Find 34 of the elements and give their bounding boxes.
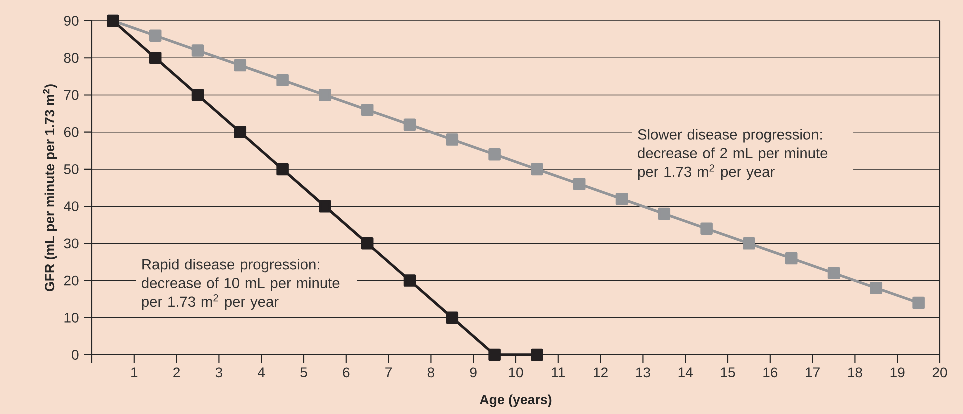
x-tick-label: 12 [594, 368, 608, 378]
x-tick-label: 16 [764, 368, 778, 378]
x-tick-label: 8 [428, 368, 434, 378]
y-tick-label: 60 [64, 127, 79, 138]
annotation: Rapid disease progression: decrease of 10 mL per minute per 1.73 m$^{2}$ per year [142, 258, 340, 310]
y-tick-label: 50 [64, 164, 79, 174]
x-tick-label: 5 [300, 368, 308, 378]
annotation: Slower disease progression: decrease of 2 mL per minute per 1.73 m$^{2}$ per year [638, 129, 828, 180]
x-tick-label: 17 [806, 368, 820, 378]
x-axis-title: Age (years) [480, 394, 552, 408]
y-tick-label: 80 [64, 53, 79, 64]
y-axis-title: GFR (mL per minute per 1.73 m$^{2}$) [43, 84, 58, 292]
x-tick-label: 14 [678, 368, 693, 378]
x-tick-label: 15 [721, 368, 736, 378]
x-tick-label: 11 [552, 368, 565, 378]
x-tick-label: 9 [470, 368, 477, 378]
x-tick-label: 4 [258, 368, 266, 378]
x-tick-label: 13 [636, 368, 650, 378]
y-tick-label: 30 [64, 238, 79, 249]
y-tick-label: 90 [64, 16, 79, 26]
x-tick-label: 3 [216, 368, 222, 378]
x-tick-label: 10 [509, 368, 524, 378]
y-tick-label: 40 [64, 202, 79, 212]
x-tick-label: 20 [932, 368, 948, 378]
y-tick-label: 0 [72, 350, 79, 360]
x-tick-label: 2 [174, 368, 180, 378]
y-tick-label: 10 [64, 312, 79, 323]
x-tick-label: 1 [132, 368, 138, 378]
x-tick-label: 18 [848, 368, 862, 378]
y-tick-label: 20 [64, 276, 79, 286]
y-tick-label: 70 [64, 90, 79, 100]
x-tick-label: 6 [343, 368, 350, 378]
x-tick-label: 7 [386, 368, 392, 378]
x-tick-label: 19 [890, 368, 905, 378]
